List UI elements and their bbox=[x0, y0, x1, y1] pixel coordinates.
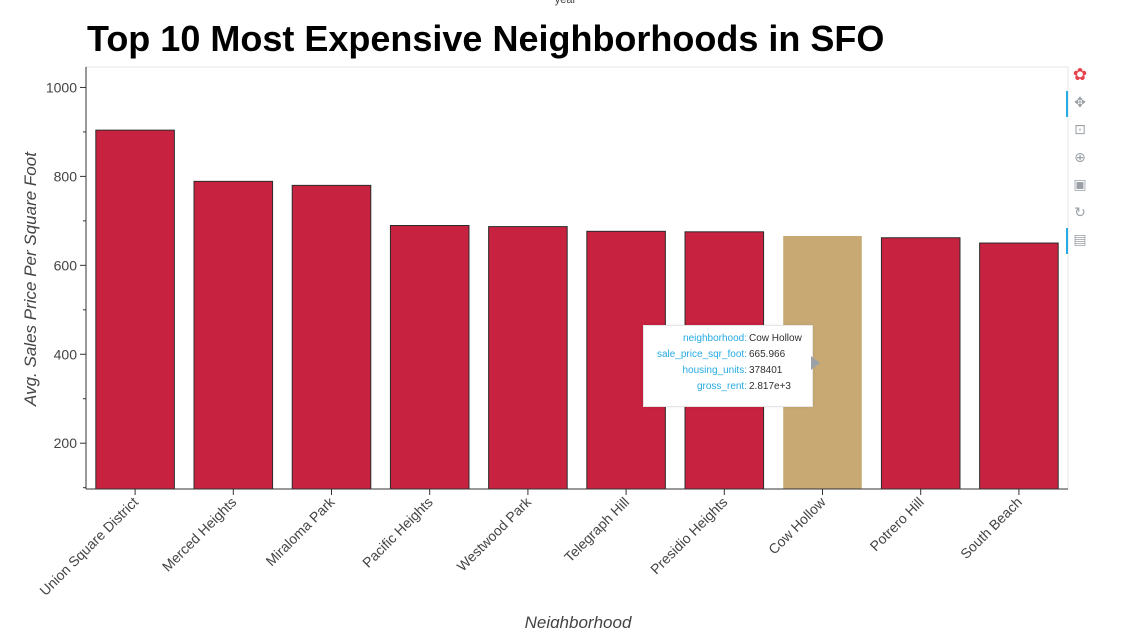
bar-merced-heights[interactable] bbox=[193, 180, 274, 490]
bar-westwood-park[interactable] bbox=[488, 226, 568, 490]
y-tick-label: 800 bbox=[54, 168, 78, 184]
bar-south-beach[interactable] bbox=[979, 242, 1059, 490]
toolbar: ✿ ✥ ⊡ ⊕ ▣ ↻ ▤ bbox=[1066, 64, 1094, 264]
x-tick-label: Potrero Hill bbox=[867, 494, 927, 554]
y-tick-label: 200 bbox=[54, 435, 78, 451]
pan-tool-icon[interactable]: ✥ bbox=[1066, 91, 1094, 117]
x-tick-label: Cow Hollow bbox=[765, 493, 829, 557]
hover-tool-icon[interactable]: ▤ bbox=[1066, 228, 1094, 254]
tooltip-value: 378401 bbox=[749, 365, 783, 376]
tooltip-row: sale_price_sqr_foot: 665.966 bbox=[644, 347, 812, 363]
y-tick-label: 400 bbox=[54, 346, 78, 362]
tooltip-row: gross_rent: 2.817e+3 bbox=[644, 379, 812, 395]
bar-union-square-district[interactable] bbox=[95, 129, 175, 490]
x-tick-label: Miraloma Park bbox=[262, 493, 338, 569]
chart-title: Top 10 Most Expensive Neighborhoods in S… bbox=[87, 18, 885, 59]
tooltip-value: 2.817e+3 bbox=[749, 381, 791, 392]
x-tick-label: Union Square District bbox=[36, 494, 141, 599]
x-tick-label: Merced Heights bbox=[159, 494, 240, 575]
tooltip-key: housing_units: bbox=[682, 365, 748, 376]
tooltip-value: 665.966 bbox=[749, 349, 786, 360]
tooltip-row: neighborhood: Cow Hollow bbox=[644, 331, 812, 347]
tooltip-arrow bbox=[811, 356, 820, 370]
cutoff-axis-label: year bbox=[554, 0, 577, 6]
bar-pacific-heights[interactable] bbox=[389, 225, 470, 490]
tooltip-value: Cow Hollow bbox=[749, 333, 802, 344]
save-tool-icon[interactable]: ▣ bbox=[1073, 175, 1087, 192]
box-zoom-tool-icon[interactable]: ⊡ bbox=[1074, 120, 1086, 137]
y-axis-label: Avg. Sales Price Per Square Foot bbox=[21, 151, 40, 407]
bar-potrero-hill[interactable] bbox=[880, 237, 961, 490]
bokeh-logo-icon[interactable]: ✿ bbox=[1072, 65, 1088, 84]
tooltip-key: gross_rent: bbox=[696, 381, 747, 392]
reset-tool-icon[interactable]: ↻ bbox=[1074, 203, 1086, 220]
bars bbox=[95, 129, 1059, 490]
bar-miraloma-park[interactable] bbox=[291, 184, 372, 490]
x-axis-label: Neighborhood bbox=[525, 613, 632, 628]
x-tick-label: South Beach bbox=[957, 494, 1025, 562]
tooltip-key: sale_price_sqr_foot: bbox=[656, 349, 747, 360]
x-tick-label: Westwood Park bbox=[454, 493, 535, 574]
hover-tooltip: neighborhood: Cow Hollow sale_price_sqr_fo… bbox=[643, 325, 813, 407]
tooltip-key: neighborhood: bbox=[683, 333, 747, 344]
x-tick-label: Telegraph Hill bbox=[561, 494, 632, 565]
y-tick-label: 1000 bbox=[46, 79, 77, 95]
wheel-zoom-tool-icon[interactable]: ⊕ bbox=[1074, 148, 1086, 165]
y-axis: 200 400 600 800 1000 bbox=[46, 67, 87, 489]
x-tick-label: Presidio Heights bbox=[647, 494, 730, 577]
x-tick-label: Pacific Heights bbox=[359, 494, 436, 571]
y-tick-label: 600 bbox=[54, 257, 78, 273]
x-axis: Union Square District Merced Heights Miral… bbox=[36, 488, 1068, 599]
tooltip-row: housing_units: 378401 bbox=[644, 363, 812, 379]
